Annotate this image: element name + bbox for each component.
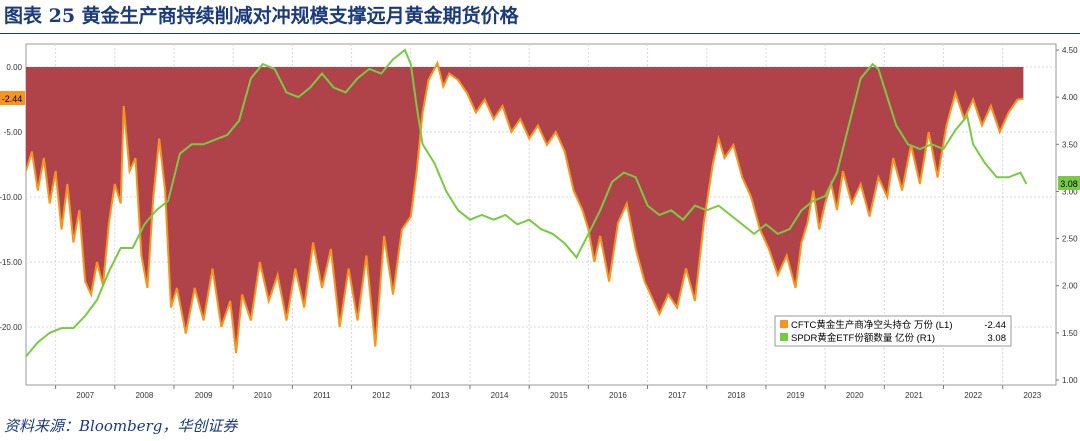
right-tick-label: 2.00 [1062,282,1078,291]
spdr-etf-line [26,48,1028,358]
x-tick-label: 2008 [135,391,153,400]
right-tick-label: 3.00 [1062,187,1078,196]
x-tick-label: 2018 [727,391,745,400]
left-tick-label: -5.00 [4,128,23,137]
x-tick-label: 2014 [491,391,509,400]
last-value-right: 3.08 [1060,179,1078,189]
x-tick-label: 2020 [846,391,864,400]
right-tick-label: 1.50 [1062,329,1078,338]
source-note: 资料来源：Bloomberg，华创证券 [4,417,238,435]
right-axis: 4.50 4.00 3.50 3.00 2.50 2.00 1.50 1.00 [1056,46,1078,385]
x-tick-label: 2010 [254,391,272,400]
x-tick-label: 2007 [76,391,94,400]
right-tick-label: 4.50 [1062,46,1078,55]
title-divider [0,33,1080,34]
left-axis: 0.00 -5.00 -10.00 -15.00 -20.00 [0,63,23,332]
x-tick-label: 2016 [609,391,627,400]
right-tick-label: 1.00 [1062,376,1078,385]
legend-swatch-cftc [780,320,788,328]
legend-label-spdr: SPDR黄金ETF份额数量 亿份 (R1) [791,332,935,344]
left-tick-label: 0.00 [6,63,22,72]
legend-label-cftc: CFTC黄金生产商净空头持仓 万份 (L1) [791,319,953,331]
x-tick-label: 2013 [431,391,449,400]
x-tick-label: 2011 [313,391,331,400]
x-tick-label: 2015 [550,391,568,400]
right-tick-label: 3.50 [1062,140,1078,149]
legend-value-spdr: 3.08 [988,333,1007,344]
cftc-net-short-edge [26,60,1024,354]
x-tick-label: 2021 [905,391,923,400]
right-tick-label: 4.00 [1062,93,1078,102]
last-value-badge-right [1058,176,1080,190]
x-tick-label: 2022 [964,391,982,400]
x-tick-label: 2019 [787,391,805,400]
left-tick-label: -15.00 [0,258,23,267]
x-tick-label: 2017 [668,391,686,400]
left-tick-label: -10.00 [0,193,23,202]
last-value-badge-left [0,91,25,105]
x-tick-label: 2012 [372,391,390,400]
chart: 0.00 -5.00 -10.00 -15.00 -20.00 4.50 4.00 3.50… [0,43,1080,400]
legend: CFTC黄金生产商净空头持仓 万份 (L1) -2.44 SPDR黄金ETF份额… [774,315,1012,347]
right-tick-label: 2.50 [1062,235,1078,244]
last-value-left: -2.44 [2,94,23,104]
legend-swatch-spdr [780,333,788,341]
figure-title: 图表 25 黄金生产商持续削减对冲规模支撑远月黄金期货价格 [4,5,519,27]
left-tick-label: -20.00 [0,323,23,332]
x-tick-label: 2023 [1023,391,1041,400]
legend-value-cftc: -2.44 [984,320,1006,331]
x-axis: 2007 2008 2009 2010 2011 2012 2013 2014 2015 2016… [55,385,1042,400]
x-tick-label: 2009 [195,391,213,400]
